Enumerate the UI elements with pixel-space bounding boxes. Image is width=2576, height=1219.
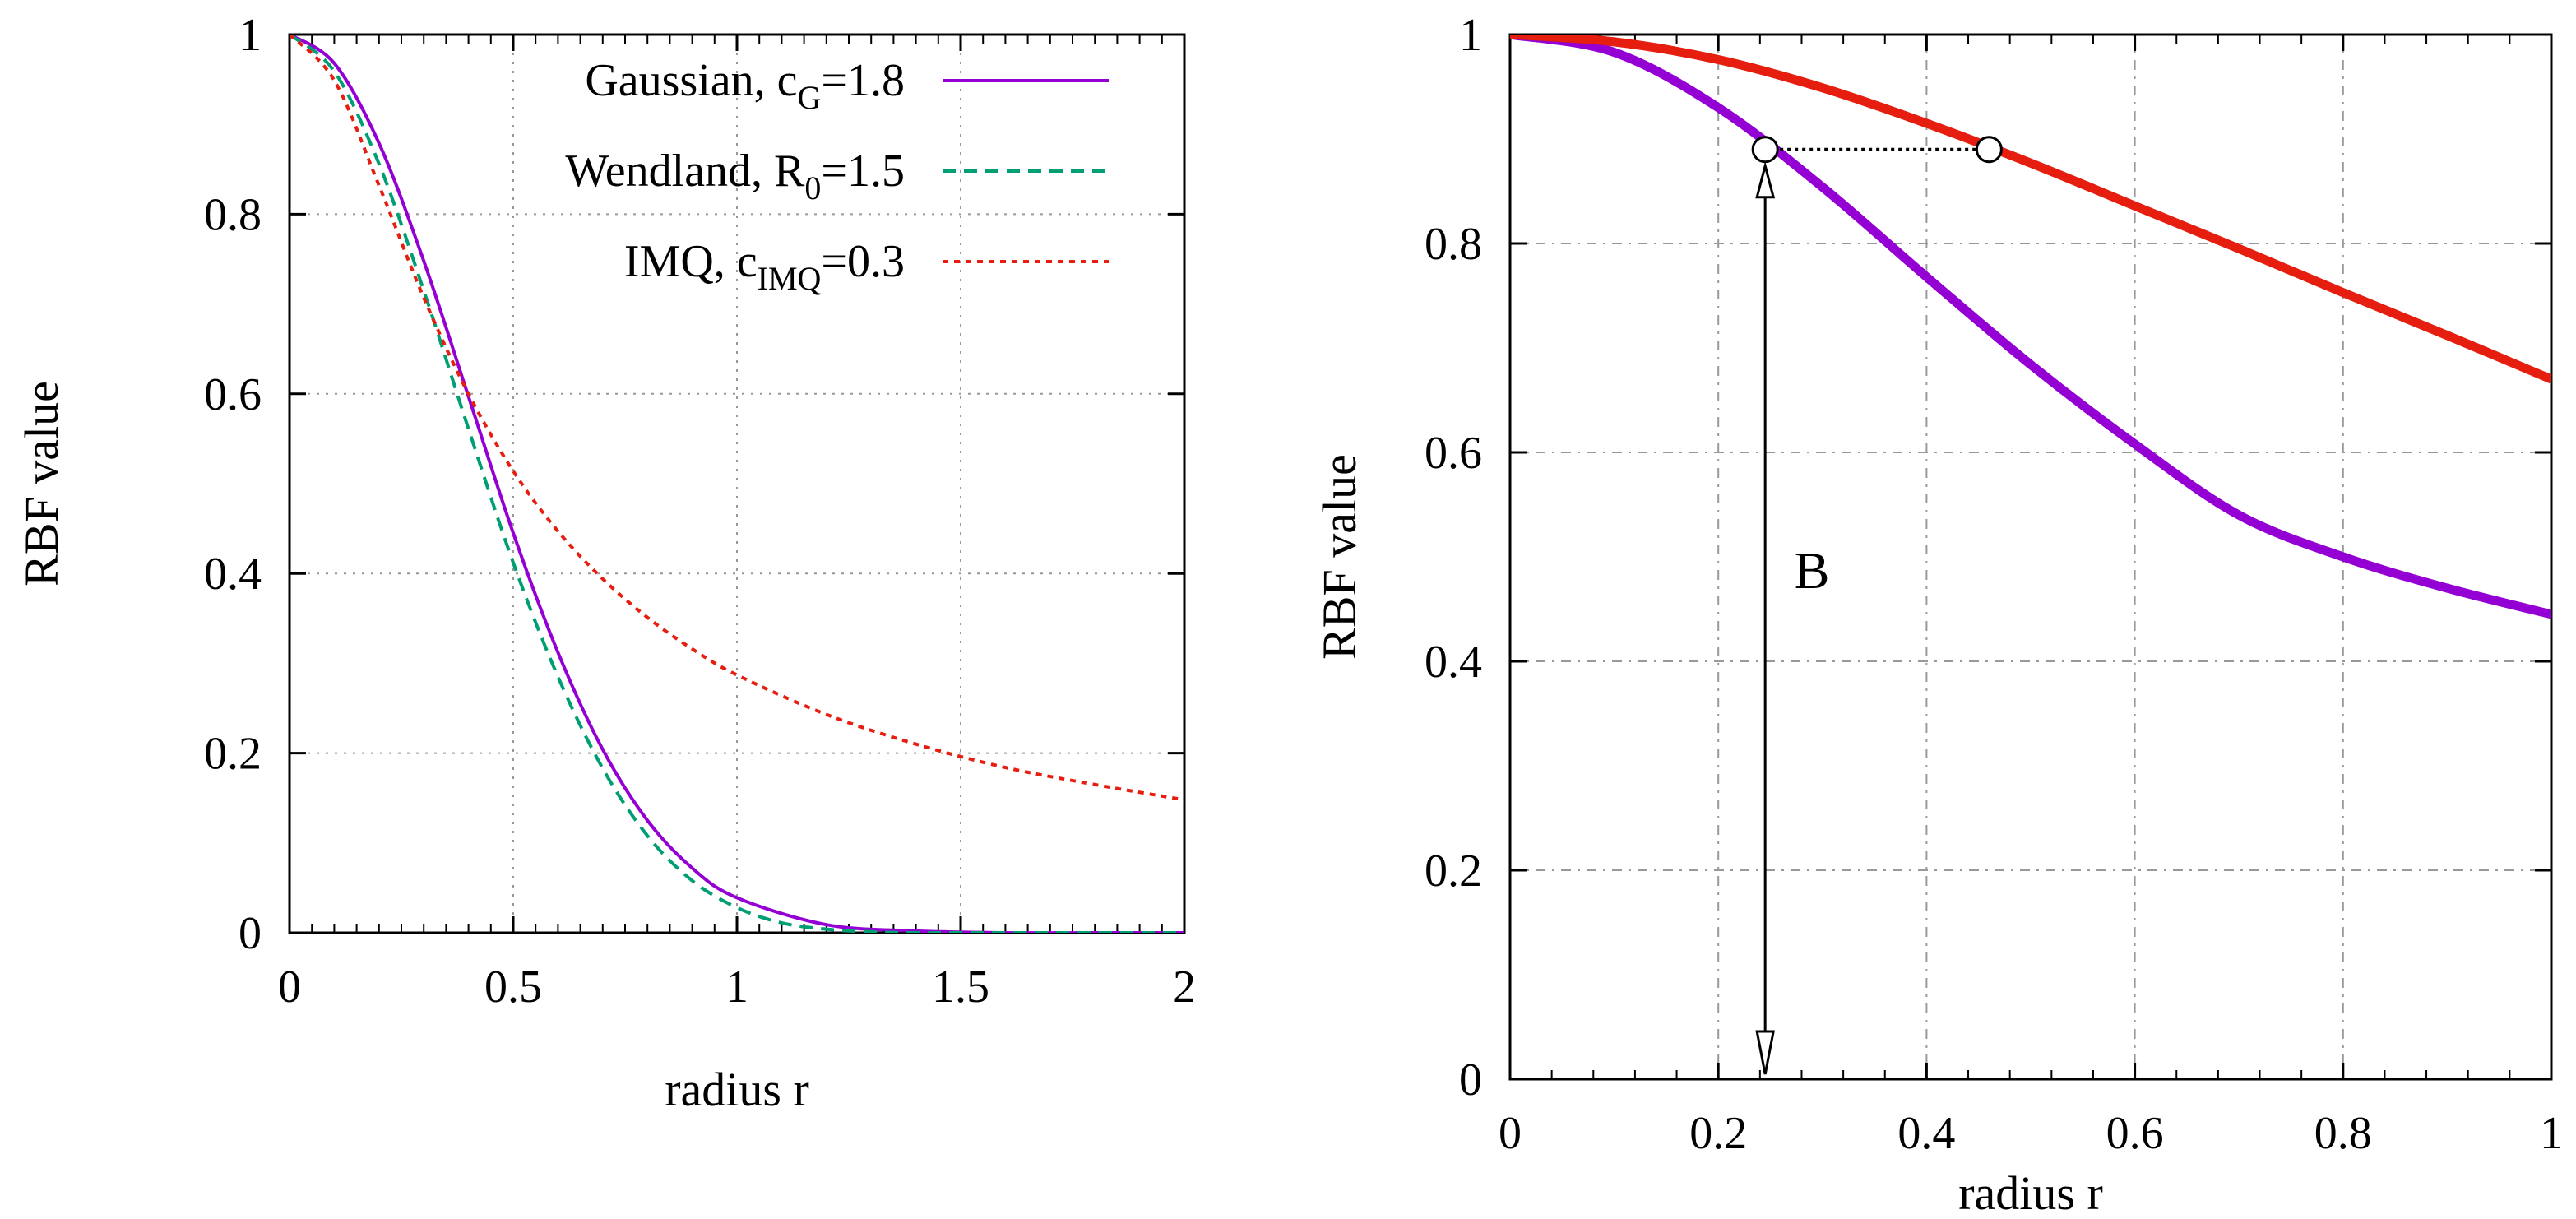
x-tick-label: 1	[2540, 1108, 2563, 1159]
legend-param-symbol: R	[774, 146, 805, 197]
y-tick-label: 0.4	[204, 549, 262, 600]
legend-separator: ,	[754, 55, 777, 106]
x-tick-label: 0.4	[1897, 1108, 1955, 1159]
x-tick-label: 1.5	[932, 962, 989, 1013]
annotation-label: B	[1795, 541, 1830, 600]
legend-separator: ,	[751, 146, 774, 197]
legend-param-subscript: 0	[804, 169, 821, 206]
y-axis-title: RBF value	[1313, 454, 1366, 660]
annotation-point-0	[1751, 136, 1779, 164]
chart-left: 0 0.5 1 1.5 2 0 0.2 0.4 0.6 0.8 1 radius r RBF value…	[15, 10, 1196, 1116]
x-tick-label: 0	[1499, 1108, 1522, 1159]
legend-entry-2: IMQ, cIMQ=0.3	[624, 236, 905, 297]
legend-param-symbol: c	[777, 55, 798, 106]
x-tick-label: 0.8	[2314, 1108, 2372, 1159]
legend-param-value: =0.3	[821, 236, 905, 287]
arrow-head-down	[1755, 1030, 1775, 1075]
y-tick-label: 0.2	[1425, 846, 1482, 897]
y-tick-label: 1	[239, 10, 262, 61]
legend-name: IMQ	[624, 236, 714, 287]
y-tick-label: 0.8	[1425, 219, 1482, 270]
x-axis-title: radius r	[665, 1063, 809, 1116]
y-tick-label: 0.6	[204, 369, 262, 420]
x-tick-label: 0.6	[2106, 1108, 2164, 1159]
y-tick-label: 0.4	[1425, 637, 1482, 688]
legend-param-value: =1.5	[821, 146, 905, 197]
y-tick-label: 0.2	[204, 729, 262, 780]
legend-param-subscript: G	[798, 79, 822, 116]
series-line-2	[290, 35, 1184, 802]
y-tick-label: 0	[1459, 1054, 1482, 1105]
legend-param-subscript: IMQ	[758, 260, 822, 297]
legend-name: Wendland	[565, 146, 751, 197]
y-axis-title: RBF value	[15, 381, 68, 586]
x-tick-label: 0.2	[1689, 1108, 1747, 1159]
x-tick-label: 0.5	[484, 962, 542, 1013]
series-line-1	[1510, 35, 2551, 384]
annotation-point-1	[1975, 136, 2003, 164]
plot-frame	[1508, 33, 2553, 1081]
legend-param-value: =1.8	[821, 55, 905, 106]
y-tick-label: 1	[1459, 10, 1482, 61]
x-tick-label: 0	[278, 962, 301, 1013]
series-line-0	[1510, 35, 2551, 619]
legend-param-symbol: c	[737, 236, 758, 287]
x-tick-label: 1	[725, 962, 748, 1013]
y-tick-label: 0.8	[204, 189, 262, 240]
legend-name: Gaussian	[585, 55, 753, 106]
arrow-head-up	[1755, 160, 1776, 199]
legend-separator: ,	[714, 236, 737, 287]
chart-right: 0 0.2 0.4 0.6 0.8 1 0 0.2 0.4 0.6 0.8 1 radius r RBF …	[1313, 10, 2563, 1219]
legend-entry-0: Gaussian, cG=1.8	[585, 55, 905, 116]
legend-entry-1: Wendland, R0=1.5	[565, 146, 905, 206]
y-tick-label: 0	[239, 908, 262, 959]
annotation-arrow	[1755, 160, 1776, 1075]
x-tick-label: 2	[1173, 962, 1196, 1013]
x-axis-title: radius r	[1958, 1166, 2103, 1219]
y-tick-label: 0.6	[1425, 428, 1482, 479]
